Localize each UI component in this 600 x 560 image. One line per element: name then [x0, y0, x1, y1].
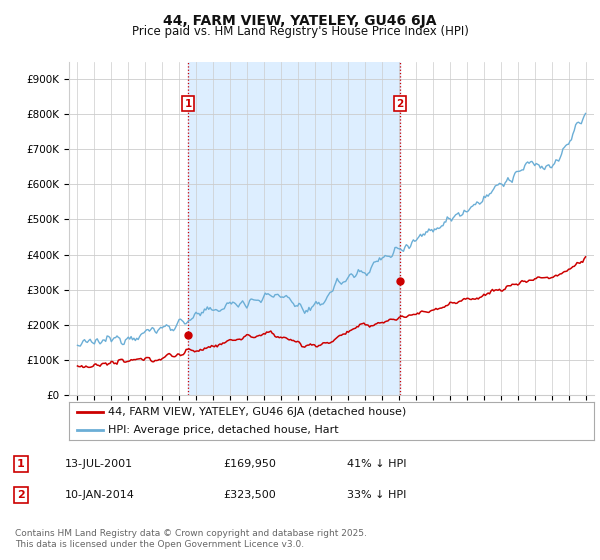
Text: 44, FARM VIEW, YATELEY, GU46 6JA (detached house): 44, FARM VIEW, YATELEY, GU46 6JA (detach…	[109, 407, 407, 417]
Bar	[188, 62, 400, 395]
Text: 10-JAN-2014: 10-JAN-2014	[65, 490, 134, 500]
Text: 1: 1	[184, 99, 191, 109]
Text: 2: 2	[396, 99, 403, 109]
Text: 33% ↓ HPI: 33% ↓ HPI	[347, 490, 406, 500]
Text: £323,500: £323,500	[224, 490, 277, 500]
Text: 2: 2	[17, 490, 25, 500]
Text: 41% ↓ HPI: 41% ↓ HPI	[347, 459, 407, 469]
Text: HPI: Average price, detached house, Hart: HPI: Average price, detached house, Hart	[109, 424, 339, 435]
Text: 13-JUL-2001: 13-JUL-2001	[65, 459, 133, 469]
Text: Contains HM Land Registry data © Crown copyright and database right 2025.
This d: Contains HM Land Registry data © Crown c…	[15, 529, 367, 549]
Text: 1: 1	[17, 459, 25, 469]
Text: 44, FARM VIEW, YATELEY, GU46 6JA: 44, FARM VIEW, YATELEY, GU46 6JA	[163, 14, 437, 28]
Text: £169,950: £169,950	[224, 459, 277, 469]
Text: Price paid vs. HM Land Registry's House Price Index (HPI): Price paid vs. HM Land Registry's House …	[131, 25, 469, 38]
